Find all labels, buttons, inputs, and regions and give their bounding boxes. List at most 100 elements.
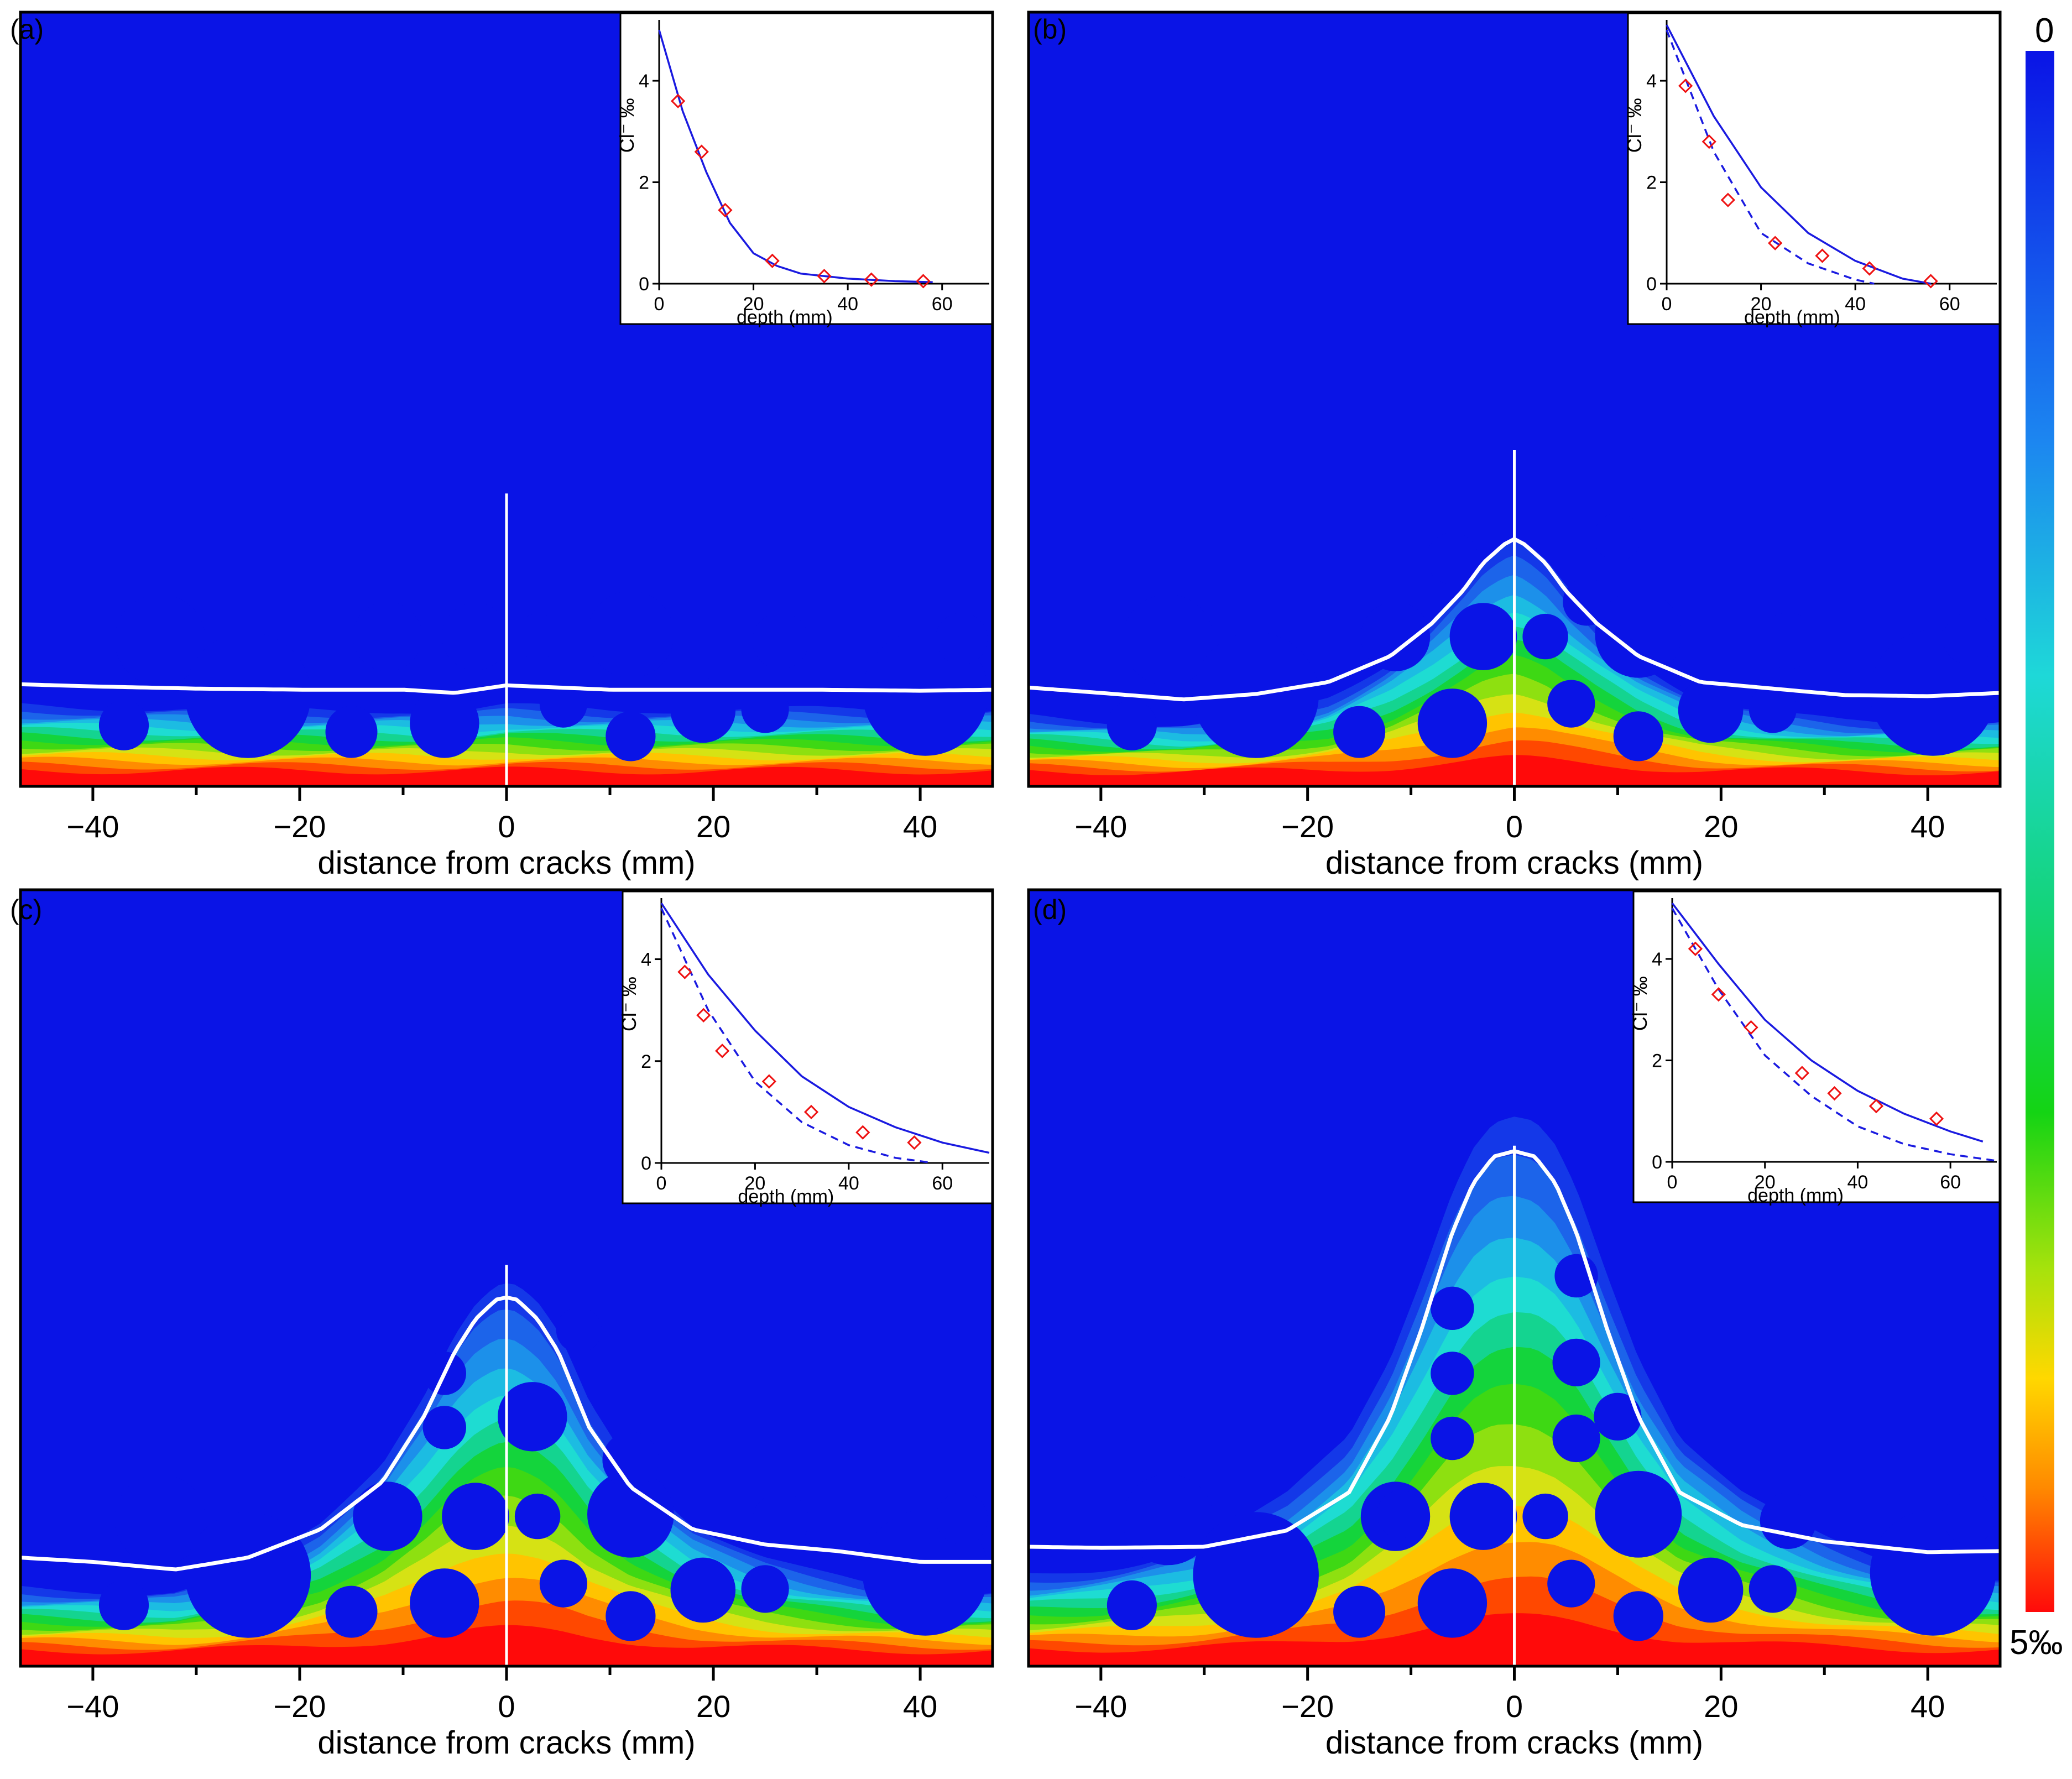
contour-field [1029, 890, 2000, 1666]
x-tick-label: 40 [903, 809, 937, 844]
x-tick-label: 40 [1911, 1689, 1945, 1724]
aggregate-particle [1376, 1490, 1424, 1538]
inset-solid-curve [658, 29, 933, 283]
aggregate-particle [1760, 613, 1817, 669]
aggregate-particle [1522, 1493, 1568, 1540]
inset-measured-point [1869, 1098, 1884, 1114]
aggregate-particle [325, 706, 378, 758]
x-tick-label: 0 [498, 1689, 515, 1724]
inset-dashed-curve [660, 907, 933, 1164]
inset-x-tick-label: 60 [1940, 1172, 1961, 1193]
aggregate-particle [752, 613, 809, 669]
inset-measured-point [1711, 987, 1726, 1002]
inset-x-tick-label: 0 [654, 294, 665, 315]
inset-y-tick-label: 0 [639, 274, 649, 295]
x-tick-label: 40 [903, 1689, 937, 1724]
inset-y-tick-label: 2 [1652, 1051, 1662, 1072]
aggregate-particle [935, 1493, 988, 1545]
x-tick-label: −20 [273, 809, 326, 844]
aggregate-particle [1943, 613, 1995, 665]
aggregate-particle [1613, 1591, 1663, 1641]
aggregate-particle [98, 1580, 149, 1630]
aggregate-particle [1431, 1416, 1474, 1460]
inset-measured-point [817, 269, 832, 284]
x-tick-label: −20 [1281, 1689, 1334, 1724]
inset-x-tick-label: 0 [656, 1173, 667, 1194]
aggregate-particle [114, 1474, 206, 1566]
aggregate-particle [1547, 1559, 1595, 1608]
x-tick-label: −20 [273, 1689, 326, 1724]
inset-measured-point [1929, 1111, 1944, 1126]
inset-measured-point [1827, 1086, 1842, 1101]
aggregate-particle [1563, 578, 1611, 626]
inset-x-tick-label: 60 [1939, 294, 1960, 315]
inset-x-axis-label: depth (mm) [738, 1186, 834, 1207]
aggregate-particle [1449, 1483, 1517, 1550]
aggregate-particle [1123, 594, 1214, 686]
inset-x-axis-label: depth (mm) [1747, 1185, 1844, 1206]
inset-measured-point [855, 1125, 870, 1140]
inset-measured-point [1744, 1020, 1758, 1035]
panel-label: (b) [1033, 14, 1067, 45]
aggregate-particle [587, 591, 674, 678]
aggregate-particle [935, 613, 988, 665]
aggregate-particle [1417, 688, 1488, 758]
inset-y-tick-label: 4 [641, 950, 651, 971]
aggregate-particle [587, 1470, 674, 1558]
inset-x-tick-label: 0 [1667, 1172, 1678, 1193]
aggregate-particle [98, 700, 149, 750]
inset-y-axis-label: Cl⁻ ‰ [1629, 976, 1651, 1031]
inset-measured-point [864, 272, 879, 287]
inset-measured-point [765, 253, 780, 268]
aggregate-particle [1431, 1286, 1474, 1330]
aggregate-particle [1431, 1352, 1474, 1395]
inset-measured-point [1678, 79, 1693, 93]
aggregate-particle [1107, 1580, 1157, 1630]
inset-measured-point [1923, 274, 1938, 289]
inset-measured-point [1720, 192, 1735, 207]
inset-y-tick-label: 2 [639, 173, 649, 194]
inset-x-axis-label: depth (mm) [1744, 307, 1840, 328]
x-tick-label: 20 [696, 809, 730, 844]
aggregate-particle [1595, 1470, 1682, 1558]
aggregate-particle [606, 1591, 656, 1641]
aggregate-particle [1552, 1338, 1600, 1386]
aggregate-particle [556, 1307, 602, 1353]
inset-measured-point [1794, 1066, 1809, 1081]
inset-dashed-curve [1666, 29, 1875, 285]
x-tick-label: −40 [1074, 809, 1127, 844]
x-tick-label: 0 [1506, 809, 1523, 844]
x-tick-label: −20 [1281, 809, 1334, 844]
colorbar [2026, 51, 2054, 1612]
x-tick-label: 0 [498, 809, 515, 844]
aggregate-particle [185, 632, 311, 758]
contour-field [1029, 12, 2000, 786]
inset-y-axis-label: Cl⁻ ‰ [618, 977, 640, 1031]
inset-measured-point [670, 93, 686, 108]
inset-measured-point [696, 1008, 711, 1022]
aggregate-particle [1678, 1557, 1744, 1623]
inset-y-tick-label: 0 [641, 1153, 651, 1174]
x-tick-label: 20 [696, 1689, 730, 1724]
x-axis-label: distance from cracks (mm) [1325, 845, 1703, 881]
aggregate-particle [410, 1568, 479, 1638]
inset-solid-curve [1666, 24, 1931, 285]
aggregate-particle [670, 1557, 736, 1623]
aggregate-particle [741, 685, 789, 733]
colorbar-max-label: 5‰ [2010, 1624, 2063, 1662]
panel-label: (c) [10, 894, 42, 925]
aggregate-particle [741, 1565, 789, 1613]
aggregate-particle [185, 1512, 311, 1638]
aggregate-particle [1522, 613, 1568, 660]
aggregate-particle [1333, 706, 1386, 758]
aggregate-particle [353, 602, 422, 671]
aggregate-particle [1594, 513, 1642, 561]
aggregate-particle [1594, 1392, 1642, 1441]
aggregate-particle [1749, 1565, 1797, 1613]
aggregate-particle [752, 1493, 809, 1549]
inset-y-tick-label: 4 [639, 71, 649, 92]
inset-x-tick-label: 40 [1847, 1172, 1869, 1193]
inset-measured-point [718, 202, 733, 218]
